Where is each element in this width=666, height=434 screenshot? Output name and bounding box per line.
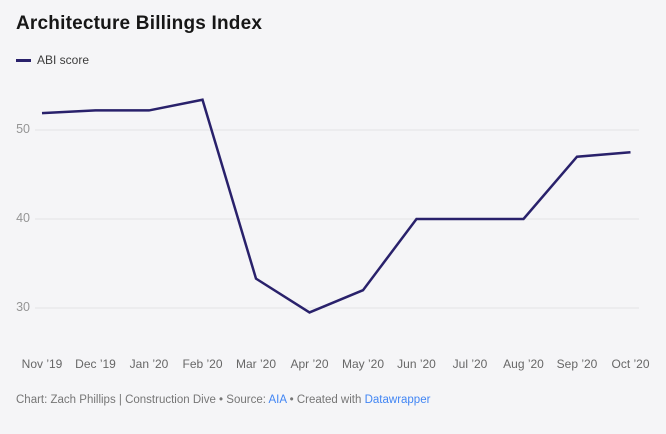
x-axis-label: Jul ’20 — [452, 357, 488, 371]
y-tick-label: 50 — [16, 122, 30, 136]
line-chart — [35, 98, 639, 314]
abi-score-line — [41, 98, 631, 314]
x-axis-label: Aug ’20 — [503, 357, 544, 371]
footer-caption: Chart: Zach Phillips | Construction Dive… — [16, 394, 430, 406]
x-axis-label: Oct ’20 — [611, 357, 650, 371]
x-axis-label: Apr ’20 — [290, 357, 329, 371]
footer-created-link[interactable]: Datawrapper — [364, 394, 431, 406]
x-axis-label: Jan ’20 — [129, 357, 169, 371]
x-axis-label: Feb ’20 — [182, 357, 223, 371]
footer-separator: • — [219, 394, 224, 406]
footer-source-label: Source: — [226, 394, 266, 406]
x-axis-label: Nov ’19 — [21, 357, 63, 371]
legend-label: ABI score — [37, 53, 90, 67]
x-axis-label: Sep ’20 — [556, 357, 598, 371]
x-axis-label: Dec ’19 — [75, 357, 116, 371]
legend-line-swatch — [16, 58, 31, 62]
footer-created-label: Created with — [296, 394, 362, 406]
footer-source-link[interactable]: AIA — [268, 394, 287, 406]
x-axis-label: May ’20 — [341, 357, 385, 371]
footer-credit: Chart: Zach Phillips | Construction Dive — [16, 394, 216, 406]
y-tick-label: 30 — [16, 300, 30, 314]
footer-separator: • — [289, 394, 294, 406]
y-tick-label: 40 — [16, 211, 30, 225]
x-axis-label: Jun ’20 — [397, 357, 436, 371]
gridlines — [35, 129, 639, 309]
chart-title: Architecture Billings Index — [16, 13, 263, 34]
x-axis-label: Mar ’20 — [235, 357, 277, 371]
legend: ABI score — [16, 53, 89, 67]
